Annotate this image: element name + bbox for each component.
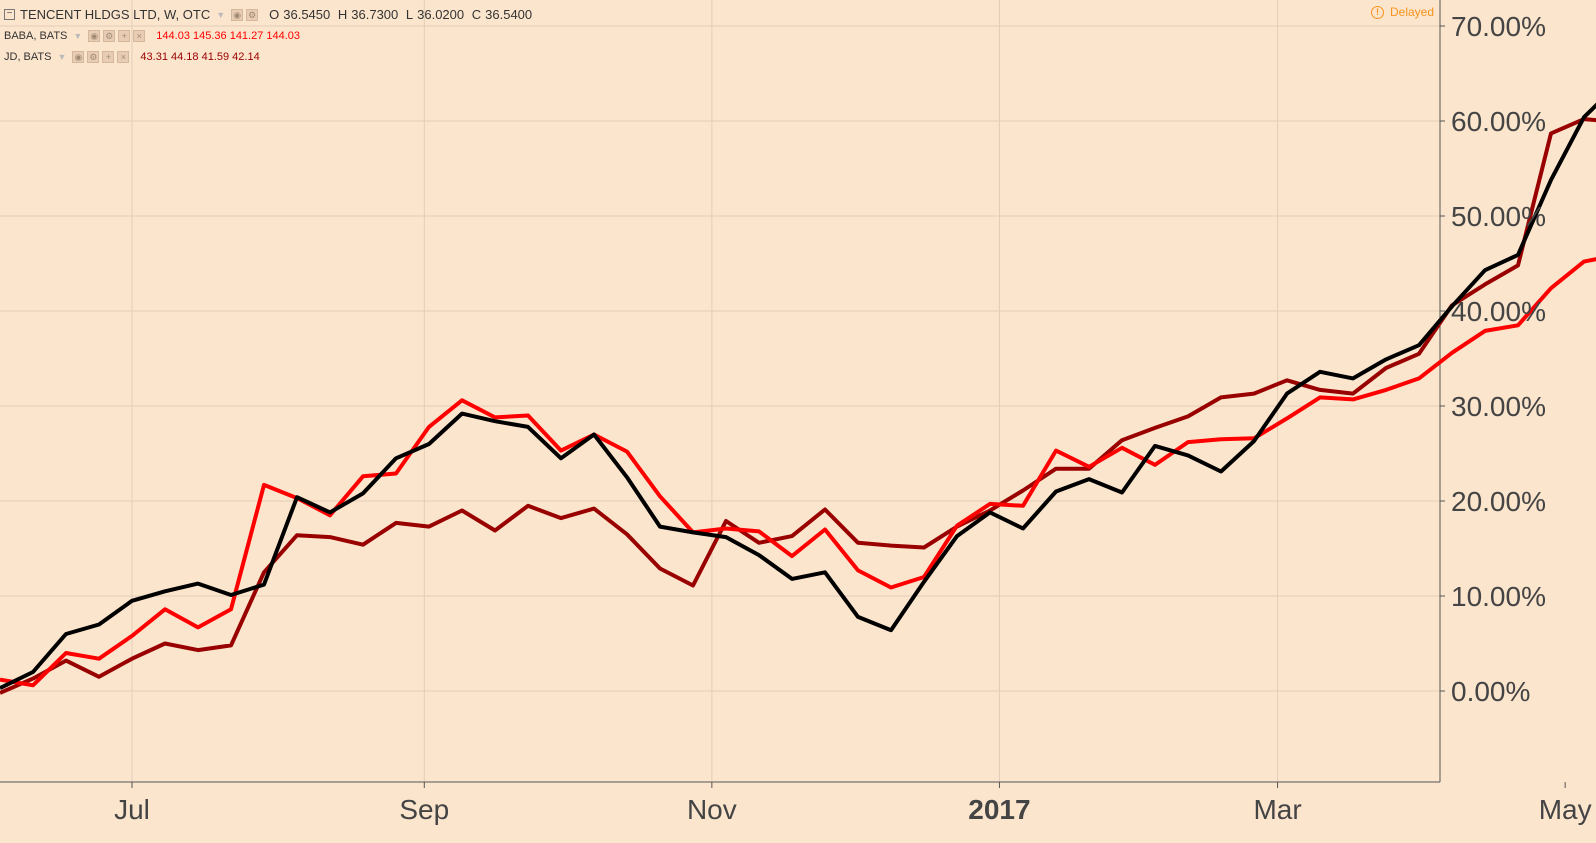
caret-down-icon[interactable]: ▼ [216, 9, 226, 20]
series-line-tencent-hldgs-ltd [0, 102, 1596, 690]
delayed-indicator[interactable]: ! Delayed [1371, 5, 1434, 19]
y-tick-label: 10.00% [1451, 581, 1546, 612]
series-lines [0, 102, 1596, 695]
y-tick-label: 70.00% [1451, 11, 1546, 42]
legend-row-main: − TENCENT HLDGS LTD, W, OTC ▼ ◉ ⚙ O 36.54… [4, 4, 536, 25]
x-tick-label: Mar [1253, 794, 1301, 825]
caret-down-icon[interactable]: ▼ [73, 30, 83, 41]
gear-icon[interactable]: ⚙ [87, 50, 100, 63]
open-value: 36.5450 [283, 7, 331, 22]
high-value: 36.7300 [351, 7, 399, 22]
collapse-icon[interactable]: − [4, 9, 15, 20]
ohlc-values: O 36.5450 H 36.7300 L 36.0200 C 36.5400 [269, 7, 536, 22]
x-tick-label: Jul [114, 794, 150, 825]
low-value: 36.0200 [417, 7, 465, 22]
baba-values: 144.03 145.36 141.27 144.03 [156, 29, 301, 42]
high-label: H [337, 7, 348, 22]
x-tick-labels: JulSepNov2017MarMayJu [114, 794, 1592, 825]
x-tick-label: Nov [687, 794, 737, 825]
eye-icon[interactable]: ◉ [88, 29, 101, 42]
main-symbol-name[interactable]: TENCENT HLDGS LTD, W, OTC [20, 7, 211, 22]
gear-icon[interactable]: ⚙ [103, 29, 116, 42]
baba-symbol-name[interactable]: BABA, BATS [4, 29, 68, 42]
y-tick-label: 30.00% [1451, 391, 1546, 422]
add-icon[interactable]: + [102, 50, 115, 63]
legend-row-jd: JD, BATS ▼ ◉ ⚙ + × 43.31 44.18 41.59 42.… [4, 46, 536, 67]
low-label: L [405, 7, 414, 22]
y-tick-label: 60.00% [1451, 106, 1546, 137]
y-tick-label: 40.00% [1451, 296, 1546, 327]
grid-lines [0, 0, 1566, 788]
eye-icon[interactable]: ◉ [231, 8, 244, 21]
y-tick-labels: 70.00% 60.00% 50.00% 40.00% 30.00% 20.00% 10.0… [1451, 11, 1546, 707]
delayed-label: Delayed [1390, 5, 1435, 19]
jd-symbol-name[interactable]: JD, BATS [4, 50, 52, 63]
x-tick-label: 2017 [968, 794, 1030, 825]
caret-down-icon[interactable]: ▼ [57, 51, 67, 62]
axes [0, 0, 1441, 783]
close-icon[interactable]: × [117, 50, 130, 63]
close-icon[interactable]: × [133, 29, 146, 42]
legend: − TENCENT HLDGS LTD, W, OTC ▼ ◉ ⚙ O 36.54… [4, 4, 536, 67]
x-tick-label: May [1539, 794, 1592, 825]
close-label: C [471, 7, 482, 22]
open-label: O [269, 7, 280, 22]
y-tick-label: 0.00% [1451, 676, 1530, 707]
add-icon[interactable]: + [118, 29, 131, 42]
series-line-jd [0, 117, 1596, 695]
eye-icon[interactable]: ◉ [72, 50, 85, 63]
x-tick-label: Sep [399, 794, 449, 825]
warning-icon: ! [1371, 5, 1384, 19]
legend-row-baba: BABA, BATS ▼ ◉ ⚙ + × 144.03 145.36 141.2… [4, 25, 536, 46]
y-tick-label: 20.00% [1451, 486, 1546, 517]
y-tick-label: 50.00% [1451, 201, 1546, 232]
gear-icon[interactable]: ⚙ [246, 8, 259, 21]
close-value: 36.5400 [485, 7, 533, 22]
jd-values: 43.31 44.18 41.59 42.14 [140, 50, 260, 63]
